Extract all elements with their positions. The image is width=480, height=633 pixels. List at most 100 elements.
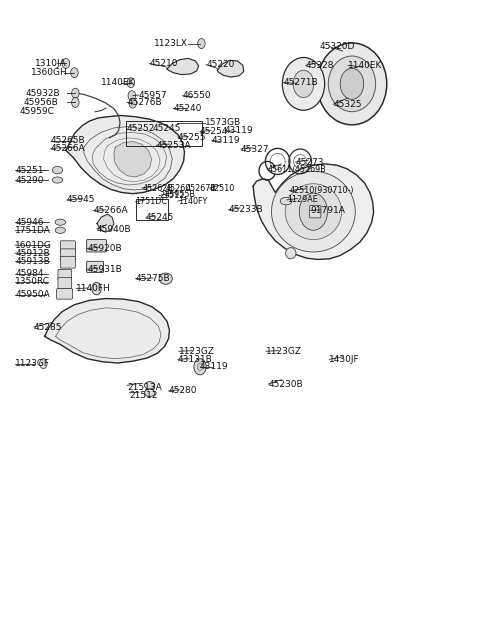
Text: 45956B: 45956B	[24, 98, 59, 107]
Circle shape	[299, 193, 327, 230]
Ellipse shape	[285, 184, 342, 239]
Circle shape	[129, 98, 136, 108]
Circle shape	[72, 88, 79, 98]
Text: 45955B: 45955B	[165, 190, 196, 199]
Text: 1140FH: 1140FH	[76, 284, 111, 293]
Text: 45265B: 45265B	[51, 137, 85, 146]
Ellipse shape	[272, 172, 355, 252]
Ellipse shape	[286, 248, 296, 259]
Ellipse shape	[317, 43, 387, 125]
Text: 45253A: 45253A	[156, 141, 191, 150]
Text: 46550: 46550	[182, 91, 211, 100]
Text: 45262B: 45262B	[142, 184, 173, 192]
Text: 45957: 45957	[139, 91, 168, 99]
Text: 1123GF: 1123GF	[15, 359, 50, 368]
Polygon shape	[45, 299, 169, 363]
Text: 43119: 43119	[212, 136, 240, 145]
Text: 45273: 45273	[296, 158, 324, 166]
Text: 45328: 45328	[306, 61, 335, 70]
Text: 45327: 45327	[241, 144, 269, 154]
Text: 45245: 45245	[153, 124, 181, 133]
Text: 45233B: 45233B	[228, 205, 263, 215]
Text: 45275B: 45275B	[135, 274, 170, 283]
FancyBboxPatch shape	[60, 241, 75, 253]
Text: 45266A: 45266A	[51, 144, 85, 153]
Text: 1360GH: 1360GH	[31, 68, 67, 77]
Text: 45252: 45252	[126, 124, 155, 133]
Text: 1123GZ: 1123GZ	[179, 347, 215, 356]
Polygon shape	[167, 58, 199, 75]
Circle shape	[40, 359, 47, 368]
Text: 45230B: 45230B	[268, 380, 303, 389]
Circle shape	[72, 97, 79, 108]
Text: 43131B: 43131B	[178, 355, 213, 364]
Text: 45254: 45254	[200, 127, 228, 136]
Text: 45912B: 45912B	[15, 249, 50, 258]
Ellipse shape	[52, 177, 63, 183]
Text: 1123LX: 1123LX	[154, 39, 188, 48]
Text: 45611/45269B: 45611/45269B	[267, 165, 326, 174]
Text: 45285: 45285	[34, 323, 62, 332]
Text: 1129AE: 1129AE	[287, 196, 318, 204]
Text: 45932B: 45932B	[26, 89, 60, 97]
Circle shape	[194, 359, 206, 375]
Ellipse shape	[55, 219, 65, 225]
FancyBboxPatch shape	[87, 261, 104, 272]
Polygon shape	[217, 60, 244, 77]
Ellipse shape	[280, 197, 292, 205]
Text: 1123GZ: 1123GZ	[266, 347, 302, 356]
Text: 45276B: 45276B	[127, 98, 162, 107]
Text: 91791A: 91791A	[311, 206, 346, 215]
FancyBboxPatch shape	[60, 249, 75, 261]
Ellipse shape	[144, 382, 155, 389]
Text: 21512: 21512	[159, 191, 184, 200]
Circle shape	[62, 58, 70, 68]
Text: 21513A: 21513A	[127, 383, 162, 392]
Text: 45290: 45290	[15, 175, 44, 185]
Ellipse shape	[52, 166, 63, 174]
Text: 45255: 45255	[178, 133, 206, 142]
Ellipse shape	[55, 227, 65, 234]
Text: 1751DC: 1751DC	[135, 197, 168, 206]
Text: 1751DA: 1751DA	[15, 226, 51, 235]
Text: 43119: 43119	[225, 126, 253, 135]
Circle shape	[198, 39, 205, 49]
Text: 1601DG: 1601DG	[15, 241, 52, 249]
Text: 45271B: 45271B	[283, 78, 318, 87]
Circle shape	[127, 78, 134, 87]
Circle shape	[293, 70, 314, 97]
Text: 45945: 45945	[67, 196, 96, 204]
Bar	[135, 199, 168, 220]
Text: 45940B: 45940B	[97, 225, 132, 234]
Ellipse shape	[282, 58, 324, 110]
Text: 1350RC: 1350RC	[15, 277, 50, 286]
Text: 45280: 45280	[168, 386, 197, 396]
Ellipse shape	[159, 273, 172, 284]
Text: 45266A: 45266A	[93, 206, 128, 215]
Text: 45325: 45325	[333, 100, 361, 109]
Text: 45260: 45260	[166, 184, 191, 192]
FancyBboxPatch shape	[60, 256, 75, 268]
Text: 1140EK: 1140EK	[101, 78, 136, 87]
Bar	[126, 121, 203, 146]
Text: 45950A: 45950A	[15, 291, 50, 299]
Circle shape	[92, 282, 101, 295]
Text: 45240: 45240	[173, 104, 202, 113]
Text: 45913B: 45913B	[15, 257, 50, 266]
Text: 1140FY: 1140FY	[178, 197, 207, 206]
Circle shape	[128, 91, 135, 101]
Text: 45984: 45984	[15, 269, 44, 278]
Text: 45251: 45251	[15, 166, 44, 175]
Text: 45210: 45210	[150, 59, 178, 68]
Text: 45245: 45245	[146, 213, 174, 222]
Text: 1310JA: 1310JA	[36, 59, 67, 68]
Text: 1140EK: 1140EK	[348, 61, 383, 70]
Text: 45320D: 45320D	[320, 42, 355, 51]
Text: 42510(930710-): 42510(930710-)	[289, 186, 354, 195]
Polygon shape	[66, 115, 184, 194]
FancyBboxPatch shape	[57, 289, 72, 299]
Text: 45267B: 45267B	[186, 184, 217, 192]
Text: 45946: 45946	[15, 218, 44, 227]
Text: 42510: 42510	[209, 184, 235, 192]
FancyBboxPatch shape	[58, 277, 72, 289]
